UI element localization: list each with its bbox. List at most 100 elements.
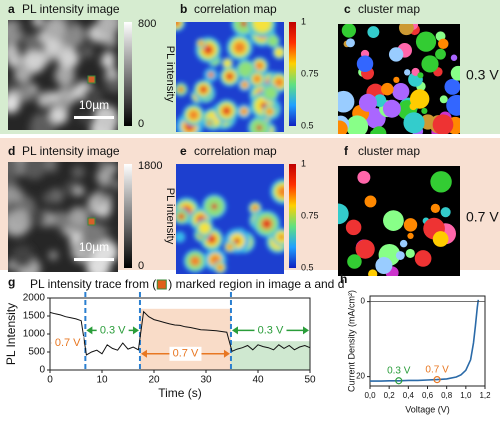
grain <box>44 38 60 54</box>
grain <box>44 20 67 40</box>
blob <box>263 85 278 100</box>
cluster <box>358 93 377 112</box>
colorbar-tick: 1 <box>301 16 306 26</box>
cluster <box>450 65 460 81</box>
cluster <box>438 38 449 50</box>
x-tick-label: 50 <box>304 375 316 386</box>
grain <box>80 222 106 248</box>
colorbar-max: 800 <box>138 18 156 30</box>
annotation-bg <box>254 323 287 338</box>
cluster <box>338 90 355 113</box>
cluster <box>382 99 401 118</box>
panel-title: correlation map <box>194 144 277 158</box>
grain <box>54 65 75 86</box>
cluster <box>446 94 460 116</box>
colorbar-tick: 0.75 <box>301 68 319 78</box>
grain <box>13 65 32 84</box>
grain <box>8 94 21 114</box>
cluster <box>341 24 357 38</box>
cluster <box>381 82 394 96</box>
image <box>176 22 284 132</box>
annotation-bg <box>96 323 129 338</box>
grain <box>37 91 53 108</box>
arrow-head <box>132 326 139 335</box>
cluster <box>388 47 404 62</box>
x-tick-label: 1,2 <box>479 391 491 400</box>
grain <box>29 115 56 130</box>
blobs <box>8 20 118 130</box>
cluster <box>404 69 411 76</box>
cluster <box>355 239 375 259</box>
panel-letter: c <box>344 2 351 16</box>
grain <box>95 195 106 206</box>
grain <box>82 86 104 108</box>
voltage-marker-label: 0.3 V <box>387 365 411 376</box>
shaded-region <box>230 341 310 370</box>
blob <box>208 236 215 242</box>
y-tick-label: 2000 <box>23 293 46 304</box>
y-tick-label: 0 <box>39 365 45 376</box>
colorbar-tick: 0.5 <box>301 262 314 272</box>
cluster <box>398 24 414 36</box>
cluster <box>375 257 393 274</box>
arrow-head <box>140 349 147 358</box>
blob <box>190 256 201 267</box>
blob <box>177 86 184 93</box>
colorbar-label: PL intensity <box>164 46 176 103</box>
y-axis-label: Current Density (mA/cm²) <box>346 290 356 392</box>
x-axis-label: Time (s) <box>158 386 202 400</box>
arrow-head <box>223 349 230 358</box>
y-tick-label: 500 <box>28 347 45 358</box>
cluster <box>393 76 400 83</box>
scale-label: 10µm <box>79 98 109 112</box>
cluster <box>405 248 415 258</box>
cluster <box>411 67 420 76</box>
blob <box>240 108 248 115</box>
blob <box>266 108 273 115</box>
colorbar-tick: 1 <box>301 158 306 168</box>
blob <box>234 237 241 244</box>
chart-title: ) marked region in image a and d <box>168 277 344 291</box>
voltage-marker-label: 0.7 V <box>425 364 449 375</box>
annotation-label: 0.7 V <box>173 348 199 360</box>
grain <box>98 109 118 130</box>
cluster <box>409 89 430 109</box>
y-tick-label: 1500 <box>23 311 46 322</box>
colorbar-max: 1800 <box>138 160 162 172</box>
x-tick-label: 0,2 <box>384 391 396 400</box>
cluster <box>357 170 371 184</box>
image <box>338 24 460 134</box>
grain <box>8 162 19 177</box>
blobs <box>176 22 284 132</box>
blob <box>253 75 261 83</box>
y-tick-label: 1000 <box>23 329 46 340</box>
grain <box>56 96 72 111</box>
grain <box>97 162 107 168</box>
annotation-bg <box>51 336 84 350</box>
grain <box>28 208 47 227</box>
shaded-region <box>139 308 231 370</box>
cluster <box>430 171 452 193</box>
cluster <box>439 95 448 104</box>
grain <box>8 81 15 94</box>
cluster <box>403 218 418 232</box>
grain <box>106 67 118 79</box>
colorbar-min: 0 <box>138 118 144 130</box>
blob <box>240 22 247 27</box>
panel-letter: e <box>180 144 187 158</box>
blob <box>227 74 233 79</box>
cluster <box>421 107 428 115</box>
grain <box>106 35 118 47</box>
blob <box>201 87 206 92</box>
blob <box>207 71 214 78</box>
cluster <box>371 126 387 134</box>
x-axis-label: Voltage (V) <box>405 404 450 414</box>
blob <box>237 61 254 78</box>
blob <box>233 41 246 54</box>
annotation-label: 0.7 V <box>55 337 81 349</box>
panel-title: PL intensity image <box>22 144 120 158</box>
grain <box>101 20 113 30</box>
blob <box>267 35 279 47</box>
